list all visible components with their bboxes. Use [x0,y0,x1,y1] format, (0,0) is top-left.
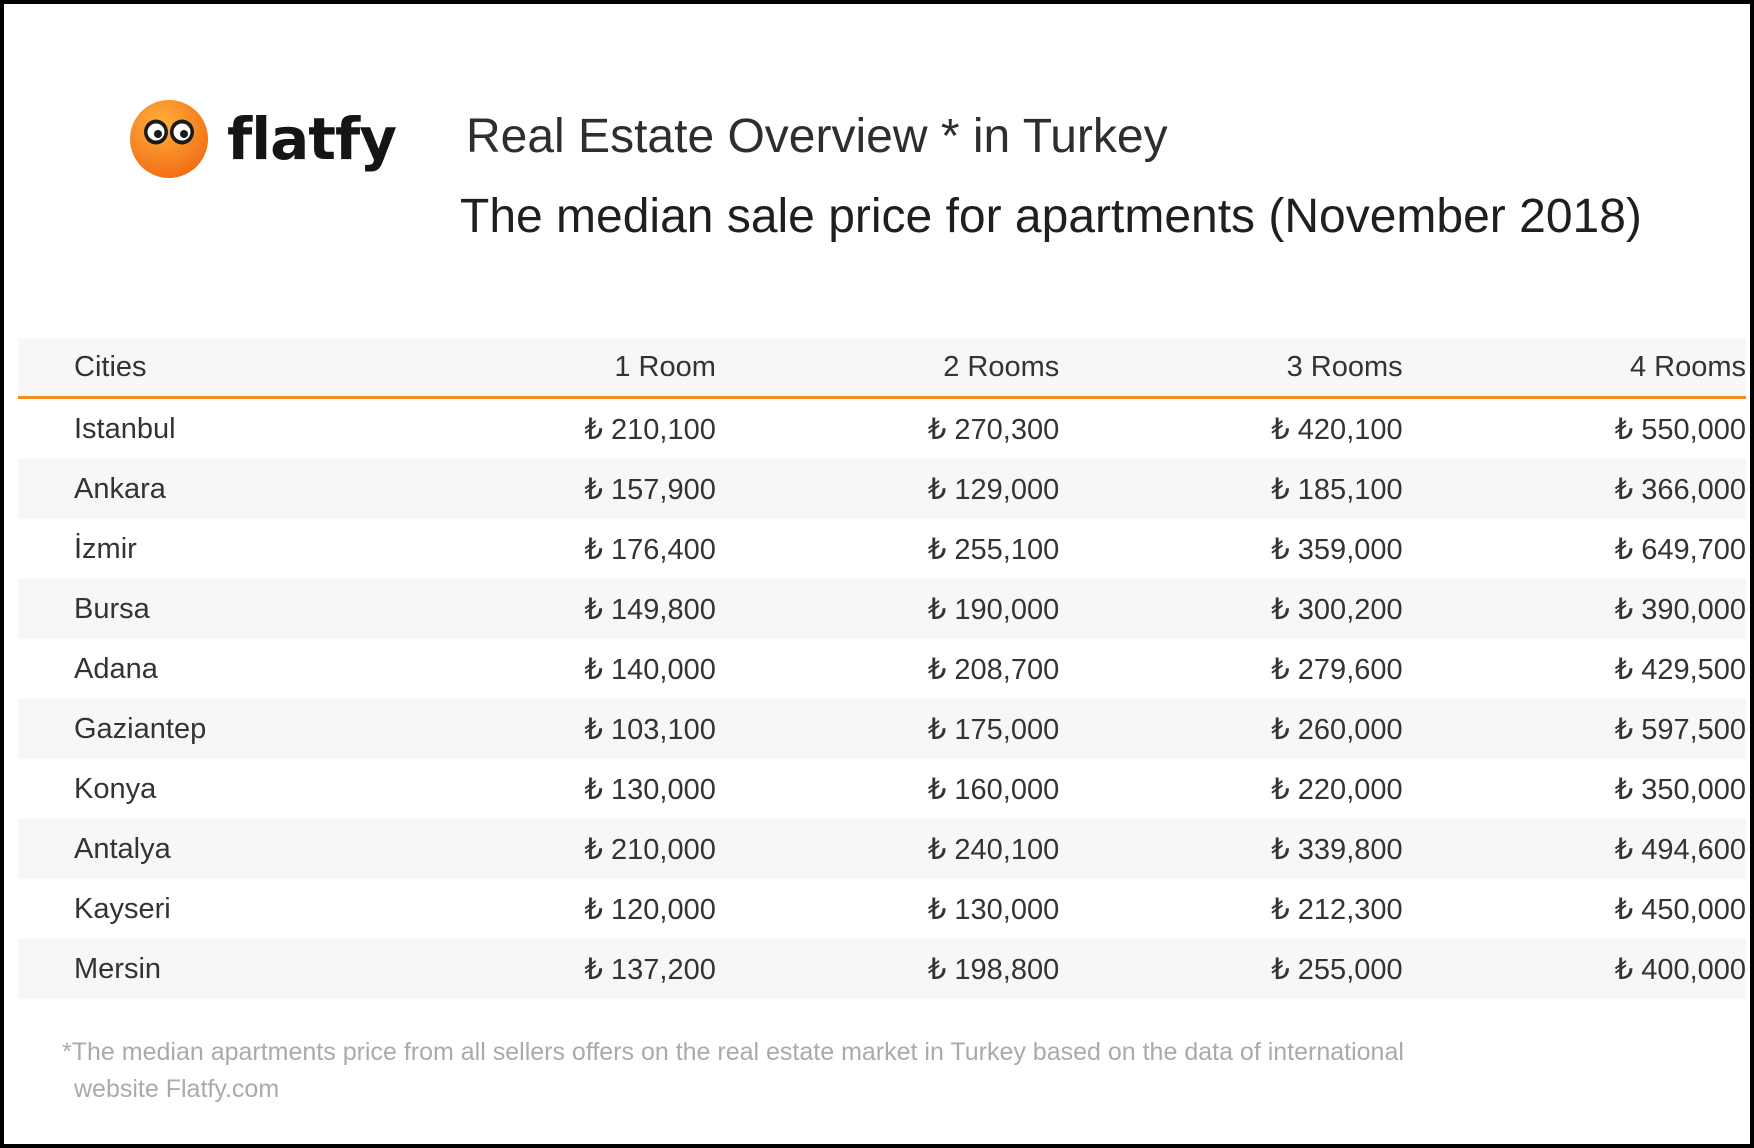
price-table: Cities 1 Room 2 Rooms 3 Rooms 4 Rooms Is… [18,338,1746,999]
price-cell: ₺ 300,200 [1271,593,1403,626]
price-cell: ₺ 359,000 [1271,533,1403,566]
column-header-cities: Cities [74,350,147,383]
city-cell: Gaziantep [74,712,207,745]
price-cell: ₺ 260,000 [1271,713,1403,746]
price-cell: ₺ 137,200 [584,953,716,986]
price-cell: ₺ 220,000 [1271,773,1403,806]
table-row: Ankara ₺ 157,900 ₺ 129,000 ₺ 185,100 ₺ 3… [18,459,1746,519]
price-cell: ₺ 255,100 [927,533,1060,566]
table-row: Kayseri ₺ 120,000 ₺ 130,000 ₺ 212,300 ₺ … [18,879,1746,939]
table-row: Adana ₺ 140,000 ₺ 208,700 ₺ 279,600 ₺ 42… [18,639,1746,699]
price-cell: ₺ 390,000 [1614,593,1747,626]
city-cell: Adana [74,652,158,685]
price-cell: ₺ 157,900 [584,473,716,506]
table-row: Istanbul ₺ 210,100 ₺ 270,300 ₺ 420,100 ₺… [18,399,1746,459]
price-cell: ₺ 429,500 [1614,653,1747,686]
price-cell: ₺ 210,100 [584,413,716,446]
price-cell: ₺ 649,700 [1614,533,1747,566]
price-cell: ₺ 255,000 [1271,953,1403,986]
flatfy-logo: flatfy [129,96,397,182]
price-cell: ₺ 149,800 [584,593,716,626]
price-cell: ₺ 279,600 [1271,653,1403,686]
price-cell: ₺ 129,000 [927,473,1060,506]
price-cell: ₺ 339,800 [1271,833,1403,866]
price-cell: ₺ 550,000 [1614,413,1747,446]
price-cell: ₺ 120,000 [584,893,716,926]
city-cell: Konya [74,772,157,805]
city-cell: Bursa [74,592,150,625]
table-row: Antalya ₺ 210,000 ₺ 240,100 ₺ 339,800 ₺ … [18,819,1746,879]
price-cell: ₺ 494,600 [1614,833,1747,866]
price-cell: ₺ 350,000 [1614,773,1747,806]
table-row: İzmir ₺ 176,400 ₺ 255,100 ₺ 359,000 ₺ 64… [18,519,1746,579]
column-header-4-rooms: 4 Rooms [1629,350,1747,383]
price-cell: ₺ 450,000 [1614,893,1747,926]
price-cell: ₺ 212,300 [1271,893,1403,926]
column-header-2-rooms: 2 Rooms [943,350,1060,383]
price-cell: ₺ 130,000 [584,773,716,806]
table-row: Bursa ₺ 149,800 ₺ 190,000 ₺ 300,200 ₺ 39… [18,579,1746,639]
logo-wordmark: flatfy [227,105,397,173]
price-cell: ₺ 140,000 [584,653,716,686]
price-cell: ₺ 176,400 [584,533,716,566]
price-cell: ₺ 270,300 [927,413,1060,446]
price-cell: ₺ 160,000 [927,773,1060,806]
page-subtitle: The median sale price for apartments (No… [460,190,1642,243]
owl-eyes-icon [130,100,208,178]
footnote: *The median apartments price from all se… [62,1034,1502,1108]
city-cell: İzmir [74,532,137,565]
price-cell: ₺ 103,100 [584,713,716,746]
column-header-3-rooms: 3 Rooms [1286,350,1403,383]
price-cell: ₺ 366,000 [1614,473,1747,506]
table-header-row: Cities 1 Room 2 Rooms 3 Rooms 4 Rooms [18,338,1746,399]
price-cell: ₺ 400,000 [1614,953,1747,986]
price-cell: ₺ 190,000 [927,593,1060,626]
table-row: Gaziantep ₺ 103,100 ₺ 175,000 ₺ 260,000 … [18,699,1746,759]
footnote-line-2: website Flatfy.com [74,1075,280,1103]
price-cell: ₺ 198,800 [927,953,1060,986]
column-header-1-room: 1 Room [614,350,716,383]
price-cell: ₺ 130,000 [927,893,1060,926]
price-cell: ₺ 185,100 [1271,473,1403,506]
city-cell: Kayseri [74,892,171,925]
table-row: Konya ₺ 130,000 ₺ 160,000 ₺ 220,000 ₺ 35… [18,759,1746,819]
city-cell: Ankara [74,472,166,505]
price-cell: ₺ 597,500 [1614,713,1747,746]
price-cell: ₺ 240,100 [927,833,1060,866]
city-cell: Mersin [74,952,162,985]
city-cell: Istanbul [74,412,176,445]
footnote-line-1: *The median apartments price from all se… [62,1038,1404,1066]
price-cell: ₺ 420,100 [1271,413,1403,446]
price-cell: ₺ 208,700 [927,653,1060,686]
page-title: Real Estate Overview * in Turkey [466,110,1168,163]
table-row: Mersin ₺ 137,200 ₺ 198,800 ₺ 255,000 ₺ 4… [18,939,1746,999]
price-cell: ₺ 175,000 [927,713,1060,746]
price-cell: ₺ 210,000 [584,833,716,866]
city-cell: Antalya [74,832,171,865]
